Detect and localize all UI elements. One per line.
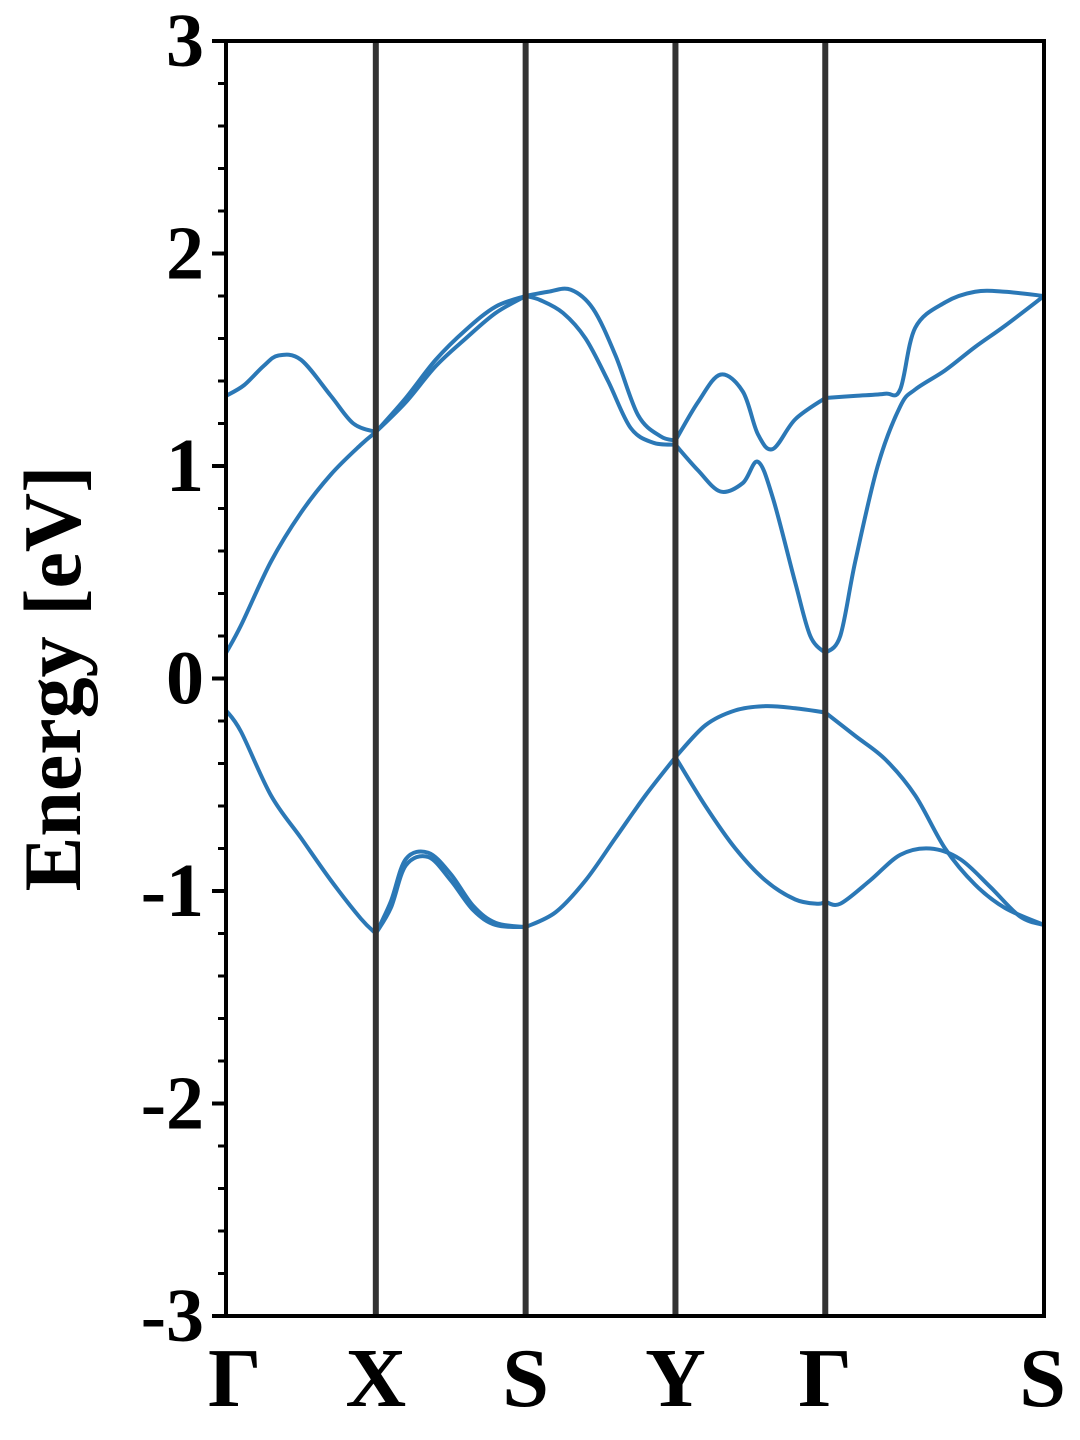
band-line-3	[374, 294, 527, 434]
band-line-6	[525, 286, 676, 443]
y-tick-label: 0	[166, 637, 204, 721]
y-tick-label: 3	[166, 0, 204, 83]
y-major-ticks	[212, 39, 226, 1318]
band-line-2	[226, 430, 378, 654]
k-point-label: S	[502, 1332, 549, 1425]
band-line-8	[673, 443, 827, 655]
y-tick-label: 2	[166, 212, 204, 296]
band-line-4	[374, 294, 527, 434]
y-tick-label: -2	[141, 1062, 204, 1146]
y-axis-label: Energy [eV]	[7, 466, 98, 892]
band-line-10	[823, 294, 1044, 655]
k-point-label: X	[345, 1332, 406, 1425]
k-point-label: Y	[645, 1332, 706, 1425]
y-tick-label: -1	[141, 849, 204, 933]
k-point-label: Γ	[208, 1332, 261, 1425]
band-line-15	[673, 704, 826, 759]
band-line-17	[824, 710, 1044, 927]
y-tick-label: -3	[141, 1274, 204, 1358]
y-tick-label: 1	[166, 424, 204, 508]
band-line-14	[524, 755, 678, 929]
band-line-13	[374, 854, 526, 935]
band-line-12	[374, 849, 526, 935]
band-lines	[226, 286, 1044, 935]
plot-frame	[224, 39, 1046, 1318]
high-symmetry-lines	[372, 41, 829, 1316]
band-line-9	[825, 288, 1044, 400]
band-line-16	[673, 756, 827, 906]
k-point-label: S	[1019, 1332, 1066, 1425]
k-point-label: Γ	[799, 1332, 852, 1425]
band-line-5	[525, 294, 676, 447]
y-tick-labels: 3 2 1 0 -1 -2 -3	[141, 0, 204, 1358]
band-line-1	[226, 352, 377, 434]
band-line-18	[824, 846, 1044, 927]
band-line-7	[673, 372, 827, 452]
band-line-11	[226, 709, 378, 935]
